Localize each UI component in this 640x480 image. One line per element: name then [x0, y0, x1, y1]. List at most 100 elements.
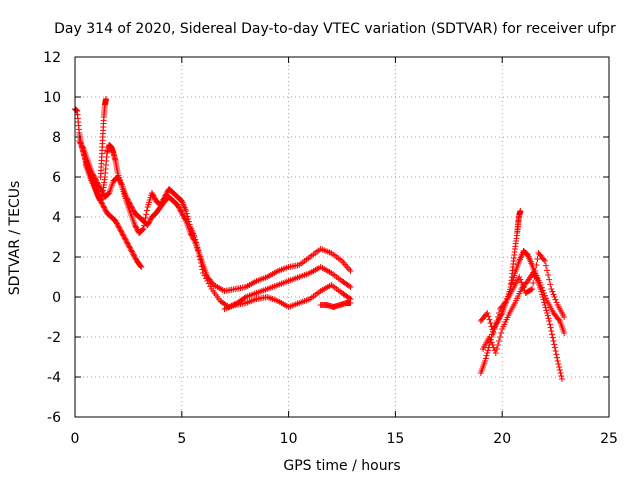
data-point [96, 196, 103, 203]
data-point [177, 207, 184, 214]
data-point [542, 295, 549, 302]
data-point [163, 190, 170, 196]
data-point [151, 194, 158, 200]
x-tick-label: 10 [280, 431, 298, 447]
x-tick-label: 15 [386, 431, 404, 447]
data-point [143, 211, 150, 218]
data-point [488, 339, 495, 346]
data-point [561, 330, 568, 336]
data-point [101, 204, 108, 211]
data-point [145, 220, 152, 227]
data-point [347, 268, 354, 274]
data-point [99, 188, 106, 195]
data-point [534, 256, 541, 262]
data-point [118, 230, 125, 236]
data-point [77, 140, 84, 147]
data-point [495, 310, 502, 316]
data-point [118, 180, 125, 187]
data-point [124, 196, 131, 203]
data-point [117, 227, 124, 234]
data-point [179, 211, 186, 218]
data-point [517, 208, 524, 214]
y-tick-label: 2 [52, 250, 61, 266]
data-point [542, 262, 549, 269]
y-axis-label: SDTVAR / TECUs [7, 181, 23, 296]
data-point [149, 191, 156, 198]
data-point [128, 248, 135, 255]
data-point [97, 198, 104, 204]
data-point [139, 226, 146, 233]
data-point [138, 227, 145, 234]
data-point [76, 138, 83, 144]
data-point [553, 351, 560, 358]
data-point [178, 208, 185, 215]
data-point [137, 263, 144, 269]
data-point [181, 215, 188, 222]
data-point [528, 286, 535, 293]
data-point [144, 222, 151, 228]
data-point [127, 202, 134, 208]
data-point [485, 313, 492, 320]
data-point [490, 330, 497, 336]
data-point [123, 195, 130, 202]
chart-title: Day 314 of 2020, Sidereal Day-to-day VTE… [54, 21, 616, 37]
data-point [552, 348, 559, 354]
data-point [104, 191, 111, 198]
data-point [140, 226, 147, 232]
data-point [205, 280, 212, 287]
y-tick-label: -6 [47, 410, 61, 426]
data-point [490, 344, 497, 351]
data-point [482, 358, 489, 364]
data-series-track-e [317, 300, 354, 310]
data-point [544, 310, 551, 316]
data-point [114, 174, 121, 180]
tick-layer: 0 5 10 15 20 25 -6 -4 -2 0 2 4 6 8 10 12 [43, 50, 618, 447]
data-point [544, 267, 551, 274]
data-point [483, 352, 490, 359]
data-point [554, 358, 561, 364]
data-point [487, 336, 494, 343]
data-point [199, 266, 206, 273]
data-point [128, 204, 135, 211]
data-point [178, 210, 185, 216]
data-point [182, 216, 189, 223]
data-point [541, 292, 548, 299]
data-point [119, 231, 126, 238]
data-point [79, 143, 86, 150]
data-point [550, 338, 557, 344]
data-point [99, 190, 106, 196]
data-point [555, 316, 562, 323]
data-point [98, 187, 105, 194]
y-tick-label: -4 [47, 370, 61, 386]
data-point [200, 270, 207, 276]
data-point [203, 275, 210, 282]
data-point [545, 315, 552, 322]
data-point [542, 304, 549, 311]
data-point [133, 226, 140, 232]
data-point [552, 296, 559, 303]
data-point [554, 354, 561, 361]
data-point [126, 200, 133, 207]
data-point [131, 222, 138, 228]
data-series-track-i [479, 268, 568, 356]
data-series-track-c [82, 162, 145, 270]
data-point [539, 287, 546, 294]
data-point [204, 278, 211, 284]
data-point [540, 256, 547, 263]
data-point [347, 300, 354, 306]
data-point [124, 240, 131, 247]
data-point [126, 244, 133, 251]
data-point [484, 310, 491, 316]
data-point [115, 223, 122, 230]
data-point [132, 255, 139, 262]
data-point [150, 192, 157, 199]
data-point [498, 330, 505, 336]
data-point [100, 203, 107, 210]
data-point [545, 272, 552, 278]
data-point [175, 204, 182, 211]
data-point [529, 286, 536, 292]
x-tick-label: 25 [600, 431, 618, 447]
data-point [131, 254, 138, 260]
